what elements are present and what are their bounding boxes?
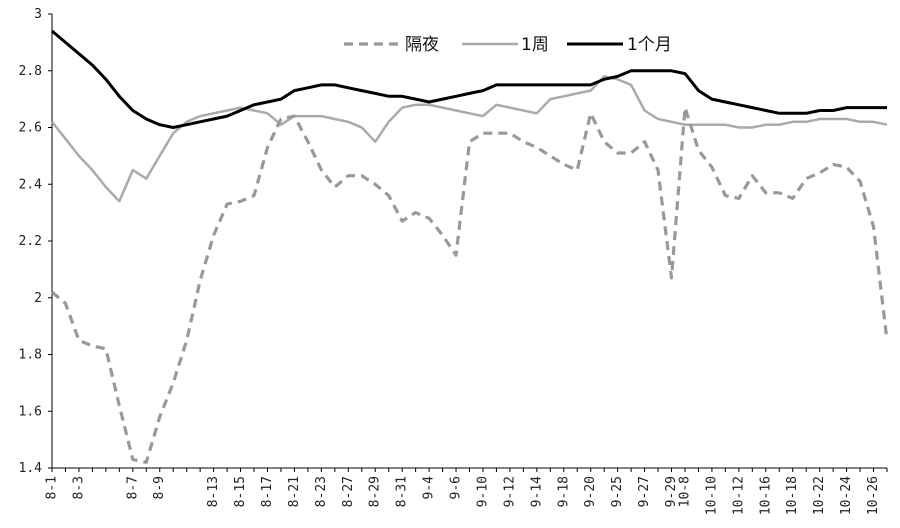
y-tick-label: 2.8 — [19, 64, 42, 79]
legend-label: 隔夜 — [405, 35, 439, 55]
x-tick-label: 9-20 — [583, 476, 598, 507]
x-tick-label: 9-29 — [664, 476, 679, 507]
x-tick-label: 8-13 — [206, 476, 221, 507]
x-tick-label: 9-10 — [475, 476, 490, 507]
x-tick-label: 8-9 — [152, 476, 167, 499]
x-tick-label: 10-24 — [839, 476, 854, 515]
y-tick-label: 2.6 — [19, 121, 42, 136]
x-tick-label: 8-27 — [341, 476, 356, 507]
y-tick-label: 2 — [34, 291, 42, 306]
y-tick-label: 1.6 — [19, 404, 42, 419]
x-tick-label: 10-18 — [785, 476, 800, 515]
x-tick-label: 9-6 — [449, 476, 464, 499]
y-tick-label: 1.4 — [19, 461, 43, 476]
series-layer — [50, 29, 889, 464]
x-axis-ticks: 8-1 8-3 8-7 8-9 8-13 8-15 8-17 8-21 8-23 8-27 8-29… — [45, 468, 888, 515]
x-tick-label: 8-31 — [395, 476, 410, 507]
series-line-one-week — [51, 75, 888, 203]
x-tick-label: 8-17 — [260, 476, 275, 507]
x-tick-label: 8-23 — [314, 476, 329, 507]
legend: 隔夜 1周 1个月 — [344, 35, 672, 55]
x-tick-label: 10-26 — [866, 476, 881, 515]
x-tick-label: 10-16 — [758, 476, 773, 515]
x-tick-label: 8-29 — [368, 476, 383, 507]
y-axis-ticks: 1.4 1.6 1.8 2 2.2 2.4 2.6 2.8 3 — [19, 7, 52, 476]
x-tick-label: 9-27 — [637, 476, 652, 507]
x-tick-label: 8-7 — [125, 476, 140, 499]
y-tick-label: 2.2 — [19, 234, 42, 249]
x-tick-label: 9-4 — [422, 476, 437, 500]
x-tick-label: 9-25 — [610, 476, 625, 507]
y-tick-label: 2.4 — [19, 177, 43, 192]
x-tick-label: 9-14 — [529, 476, 544, 507]
x-tick-label: 9-12 — [502, 476, 517, 507]
y-tick-label: 1.8 — [19, 348, 42, 363]
x-tick-label: 9-18 — [556, 476, 571, 507]
x-tick-label: 8-1 — [45, 476, 60, 499]
x-tick-label: 10-12 — [731, 476, 746, 515]
x-tick-label: 10-10 — [704, 476, 719, 515]
series-line-overnight — [50, 105, 889, 464]
y-tick-label: 3 — [34, 7, 42, 22]
x-tick-label: 8-21 — [287, 476, 302, 507]
series-line-one-month — [51, 29, 887, 129]
x-tick-label: 10-8 — [677, 476, 692, 507]
x-tick-label: 10-22 — [812, 476, 827, 515]
x-tick-label: 8-3 — [71, 476, 86, 499]
legend-label: 1周 — [521, 35, 549, 55]
axes — [51, 14, 887, 469]
legend-label: 1个月 — [627, 35, 672, 55]
x-tick-label: 8-15 — [233, 476, 248, 507]
